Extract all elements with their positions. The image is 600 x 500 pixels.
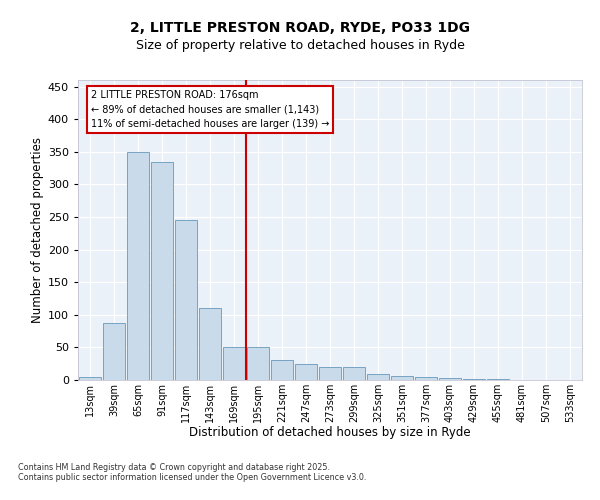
Bar — [175, 220, 197, 380]
Bar — [463, 378, 485, 380]
Bar — [199, 308, 221, 380]
Text: Size of property relative to detached houses in Ryde: Size of property relative to detached ho… — [136, 40, 464, 52]
Bar — [343, 367, 365, 380]
Bar — [223, 348, 245, 380]
Bar — [79, 376, 101, 380]
X-axis label: Distribution of detached houses by size in Ryde: Distribution of detached houses by size … — [189, 426, 471, 440]
Bar — [415, 378, 437, 380]
Bar — [319, 367, 341, 380]
Bar — [439, 378, 461, 380]
Bar — [103, 322, 125, 380]
Bar — [151, 162, 173, 380]
Bar — [295, 364, 317, 380]
Text: 2, LITTLE PRESTON ROAD, RYDE, PO33 1DG: 2, LITTLE PRESTON ROAD, RYDE, PO33 1DG — [130, 20, 470, 34]
Text: 2 LITTLE PRESTON ROAD: 176sqm
← 89% of detached houses are smaller (1,143)
11% o: 2 LITTLE PRESTON ROAD: 176sqm ← 89% of d… — [91, 90, 329, 130]
Bar — [127, 152, 149, 380]
Y-axis label: Number of detached properties: Number of detached properties — [31, 137, 44, 323]
Bar — [247, 348, 269, 380]
Text: Contains HM Land Registry data © Crown copyright and database right 2025.
Contai: Contains HM Land Registry data © Crown c… — [18, 463, 367, 482]
Bar — [391, 376, 413, 380]
Bar — [271, 360, 293, 380]
Bar — [367, 374, 389, 380]
